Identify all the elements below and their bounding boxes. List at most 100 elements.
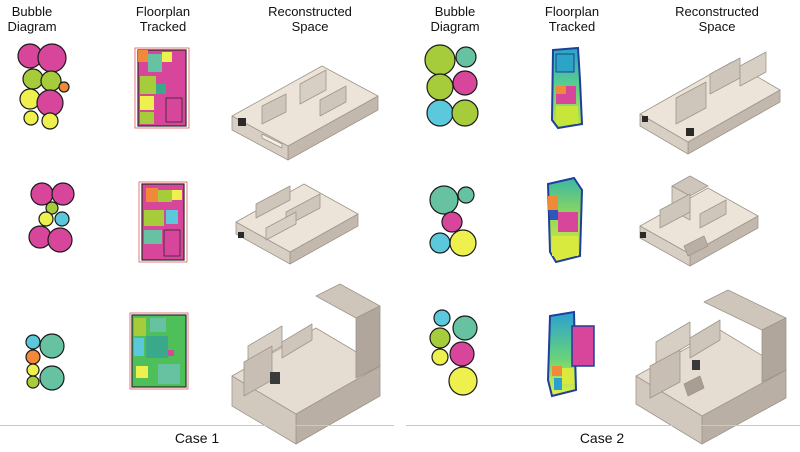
bubble	[452, 315, 478, 341]
model-room-wall	[649, 349, 681, 399]
header-line: Space	[291, 19, 329, 34]
room	[172, 190, 182, 200]
model-room-wall	[261, 93, 287, 125]
room	[550, 210, 558, 220]
case2-row3-bubble-diagram	[429, 309, 478, 396]
model-room-wall	[299, 69, 327, 105]
case2-row1-bubble-diagram	[424, 44, 479, 127]
case1-row2-floorplan	[138, 181, 188, 263]
room	[168, 350, 174, 356]
bubble	[40, 70, 62, 92]
bubble	[30, 182, 54, 206]
model-room-wall	[319, 85, 347, 117]
model-door	[270, 372, 280, 384]
bubble	[25, 349, 41, 365]
room	[162, 52, 172, 62]
header-line: Bubble	[434, 4, 476, 19]
bubble	[426, 73, 454, 101]
room	[554, 378, 562, 390]
floorplan-outline	[129, 312, 189, 390]
case1-space-header: Reconstructed Space	[245, 4, 375, 34]
room	[140, 76, 156, 94]
case1-floorplan-header: Floorplan Tracked	[113, 4, 213, 34]
bubble	[45, 201, 59, 215]
model-door	[238, 232, 244, 238]
room	[140, 96, 154, 110]
room	[134, 338, 144, 356]
bubble	[441, 211, 463, 233]
model-room-wall	[699, 199, 727, 229]
bubble	[431, 348, 449, 366]
case2-row2-reconstructed-model	[639, 175, 759, 267]
bubble	[26, 363, 40, 377]
case1-caption: Case 1	[174, 430, 220, 446]
bubble	[22, 68, 44, 90]
room	[165, 97, 183, 123]
case1-separator	[0, 425, 394, 426]
room	[140, 112, 154, 124]
bubble	[429, 232, 451, 254]
header-line: Floorplan	[135, 4, 191, 19]
room	[166, 210, 178, 224]
bubble	[39, 365, 65, 391]
case2-row1-floorplan	[550, 46, 584, 130]
model-room-wall	[255, 185, 291, 219]
case1-row3-reconstructed-model	[231, 283, 381, 445]
bubble	[429, 185, 459, 215]
room	[566, 86, 576, 94]
model-room-wall	[739, 51, 767, 87]
model-room-wall	[281, 323, 313, 359]
bubble	[452, 70, 478, 96]
bubble	[54, 211, 70, 227]
case2-row2-bubble-diagram	[429, 185, 477, 257]
bubble	[424, 44, 456, 76]
case2-row3-floorplan	[546, 310, 595, 398]
model-door	[642, 116, 648, 122]
bubble	[449, 229, 477, 257]
model-upper-block-side	[355, 305, 381, 379]
bubble	[451, 99, 479, 127]
room	[144, 230, 162, 244]
bubble	[433, 309, 451, 327]
room	[148, 54, 162, 72]
case2-row2-floorplan	[546, 176, 584, 264]
bubble	[26, 375, 40, 389]
case1-row2-bubble-diagram	[28, 182, 75, 253]
bubble	[41, 112, 59, 130]
room	[556, 106, 578, 124]
room	[156, 84, 166, 94]
model-upper-block-side	[761, 317, 787, 383]
room	[146, 188, 158, 202]
bubble	[38, 211, 54, 227]
model-door	[686, 128, 694, 136]
header-line: Floorplan	[544, 4, 600, 19]
model-stair	[683, 235, 709, 257]
floorplan-outline	[134, 47, 190, 129]
room	[555, 53, 575, 73]
model-window	[261, 133, 283, 149]
room	[158, 190, 172, 202]
model-stair	[683, 375, 705, 397]
room	[552, 236, 578, 256]
case1-row2-reconstructed-model	[235, 183, 359, 265]
bubble	[455, 46, 477, 68]
bubble	[58, 81, 70, 93]
room	[556, 94, 576, 104]
room	[558, 212, 578, 232]
header-line: Diagram	[430, 19, 480, 34]
case2-row3-reconstructed-model	[635, 289, 787, 445]
floorplan-outline	[138, 181, 188, 263]
bubble	[47, 227, 73, 253]
case2-space-header: Reconstructed Space	[652, 4, 782, 34]
header-line: Reconstructed	[268, 4, 352, 19]
bubble	[51, 182, 75, 206]
case2-bubble-header: Bubble Diagram	[420, 4, 490, 34]
room	[134, 318, 146, 336]
case1-row1-reconstructed-model	[231, 65, 379, 161]
header-line: Space	[698, 19, 736, 34]
room	[146, 336, 168, 358]
case1-row1-floorplan	[134, 47, 190, 129]
model-room-wall	[265, 211, 297, 241]
bubble	[449, 341, 475, 367]
header-line: Tracked	[139, 19, 187, 34]
